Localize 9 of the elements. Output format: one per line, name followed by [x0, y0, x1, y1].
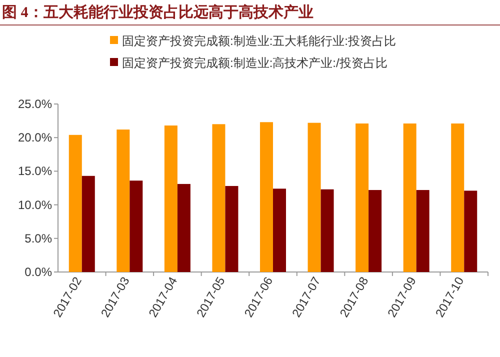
y-tick-label: 20.0%: [18, 130, 52, 145]
y-tick-label: 5.0%: [24, 231, 52, 246]
legend-label: 固定资产投资完成额:制造业:高技术产业:/投资占比: [122, 56, 388, 70]
y-tick-label: 15.0%: [18, 164, 52, 178]
chart-title: 图 4：五大耗能行业投资占比远高于高技术产业: [2, 3, 314, 21]
legend-label: 固定资产投资完成额:制造业:五大耗能行业:投资占比: [122, 34, 396, 48]
y-tick-label: 25.0%: [18, 97, 52, 111]
y-tick-label: 0.0%: [24, 265, 52, 279]
y-tick-label: 10.0%: [18, 198, 52, 212]
